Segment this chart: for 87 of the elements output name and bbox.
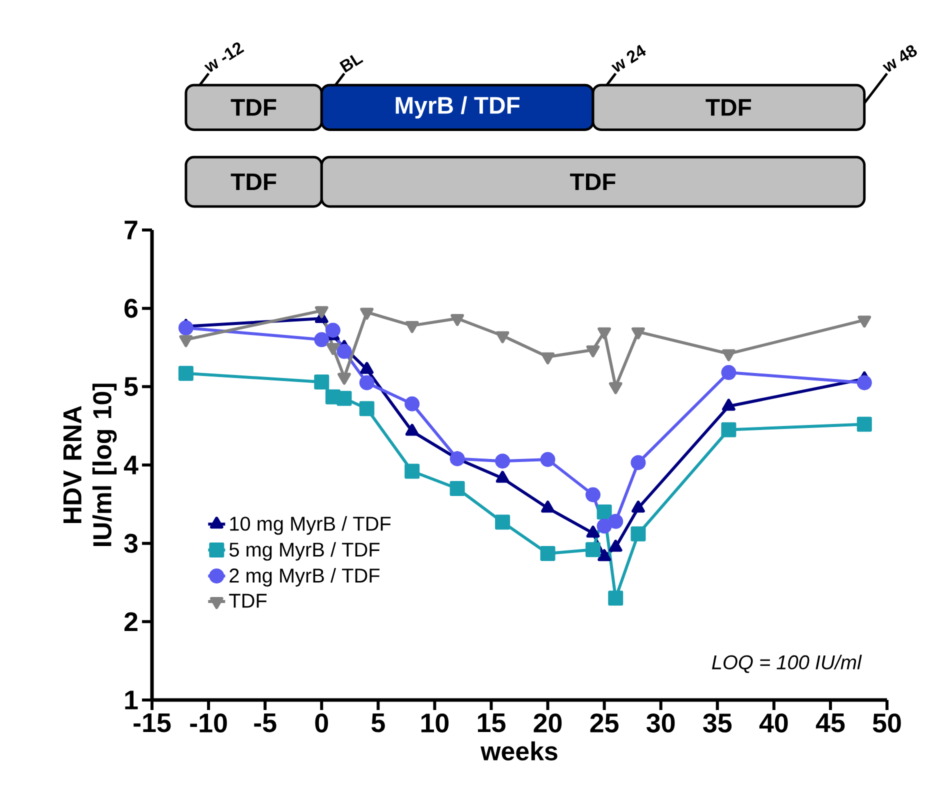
point — [178, 320, 194, 336]
x-tick-label: 10 — [421, 714, 449, 733]
y-tick-label: 1 — [125, 690, 138, 710]
point — [608, 540, 622, 552]
point — [314, 374, 330, 390]
point — [338, 372, 351, 385]
point — [722, 349, 736, 362]
text: TDF — [570, 174, 616, 190]
text: w -12 — [204, 42, 244, 72]
point — [495, 514, 510, 530]
point — [405, 321, 419, 334]
point — [541, 352, 554, 364]
y-tick-label: 6 — [124, 298, 138, 318]
point — [314, 306, 328, 318]
point — [598, 327, 612, 340]
point — [721, 365, 736, 380]
y-tick-label: 3 — [124, 534, 138, 553]
y-tick-label: 5 — [124, 377, 138, 396]
point — [630, 455, 646, 470]
point — [496, 470, 510, 483]
point — [450, 451, 465, 466]
legend-label: TDF — [229, 594, 267, 608]
point — [178, 366, 194, 381]
point — [541, 500, 554, 513]
x-tick-label: 15 — [478, 713, 506, 732]
x-axis-title: weeks — [480, 741, 558, 760]
point — [336, 390, 352, 406]
y-tick-label: 7 — [124, 220, 138, 240]
x-tick-label: -15 — [134, 713, 171, 732]
point — [586, 487, 601, 502]
x-tick-label: 5 — [372, 713, 385, 732]
legend-label: 5 mg MyrB / TDF — [229, 542, 380, 561]
point — [598, 549, 612, 562]
x-tick-label: 30 — [646, 714, 675, 733]
point — [450, 480, 465, 496]
point — [179, 335, 193, 348]
point — [632, 500, 645, 513]
x-tick-label: 45 — [816, 713, 845, 732]
text: MyrB / TDF — [396, 96, 520, 119]
y-tick-label: 2 — [124, 612, 138, 632]
point — [586, 542, 601, 558]
point — [495, 454, 510, 469]
annotation: LOQ = 100 IU/ml — [712, 654, 862, 673]
legend-label: 10 mg MyrB / TDF — [230, 516, 391, 535]
point — [325, 322, 340, 338]
point — [596, 518, 612, 534]
point — [721, 422, 736, 438]
point — [586, 526, 600, 538]
point — [596, 504, 612, 520]
text: TDF — [706, 99, 752, 116]
point — [856, 375, 872, 390]
legend-label: 2 mg MyrB / TDF — [230, 568, 380, 587]
point — [326, 342, 340, 355]
point — [586, 345, 600, 358]
point — [314, 332, 330, 348]
point — [496, 331, 510, 344]
point — [608, 514, 624, 529]
text: w 24 — [611, 44, 646, 72]
point — [632, 327, 645, 340]
x-tick-label: -10 — [190, 714, 227, 733]
text: BL — [339, 54, 364, 73]
point — [608, 590, 624, 606]
text: TDF — [230, 99, 276, 116]
text: w 48 — [882, 45, 917, 72]
point — [336, 344, 352, 359]
point — [360, 308, 374, 320]
point — [540, 452, 556, 467]
point — [856, 416, 872, 432]
x-tick-label: 35 — [703, 714, 732, 733]
x-tick-label: -5 — [254, 713, 276, 732]
y-tick-label: 4 — [124, 456, 138, 474]
y-axis-title: HDV RNA IU/ml [log 10] — [63, 384, 117, 546]
point — [359, 375, 374, 390]
point — [630, 526, 646, 542]
point — [540, 546, 556, 561]
x-tick-label: 20 — [534, 714, 562, 733]
x-tick-label: 25 — [590, 714, 619, 733]
point — [858, 316, 872, 328]
point — [450, 314, 464, 326]
point — [404, 464, 420, 479]
x-tick-label: 0 — [315, 714, 328, 733]
point — [404, 396, 420, 412]
text: TDF — [230, 174, 276, 190]
x-tick-label: 40 — [759, 714, 788, 733]
point — [359, 401, 374, 416]
point — [608, 382, 622, 394]
x-tick-label: 50 — [872, 714, 901, 733]
